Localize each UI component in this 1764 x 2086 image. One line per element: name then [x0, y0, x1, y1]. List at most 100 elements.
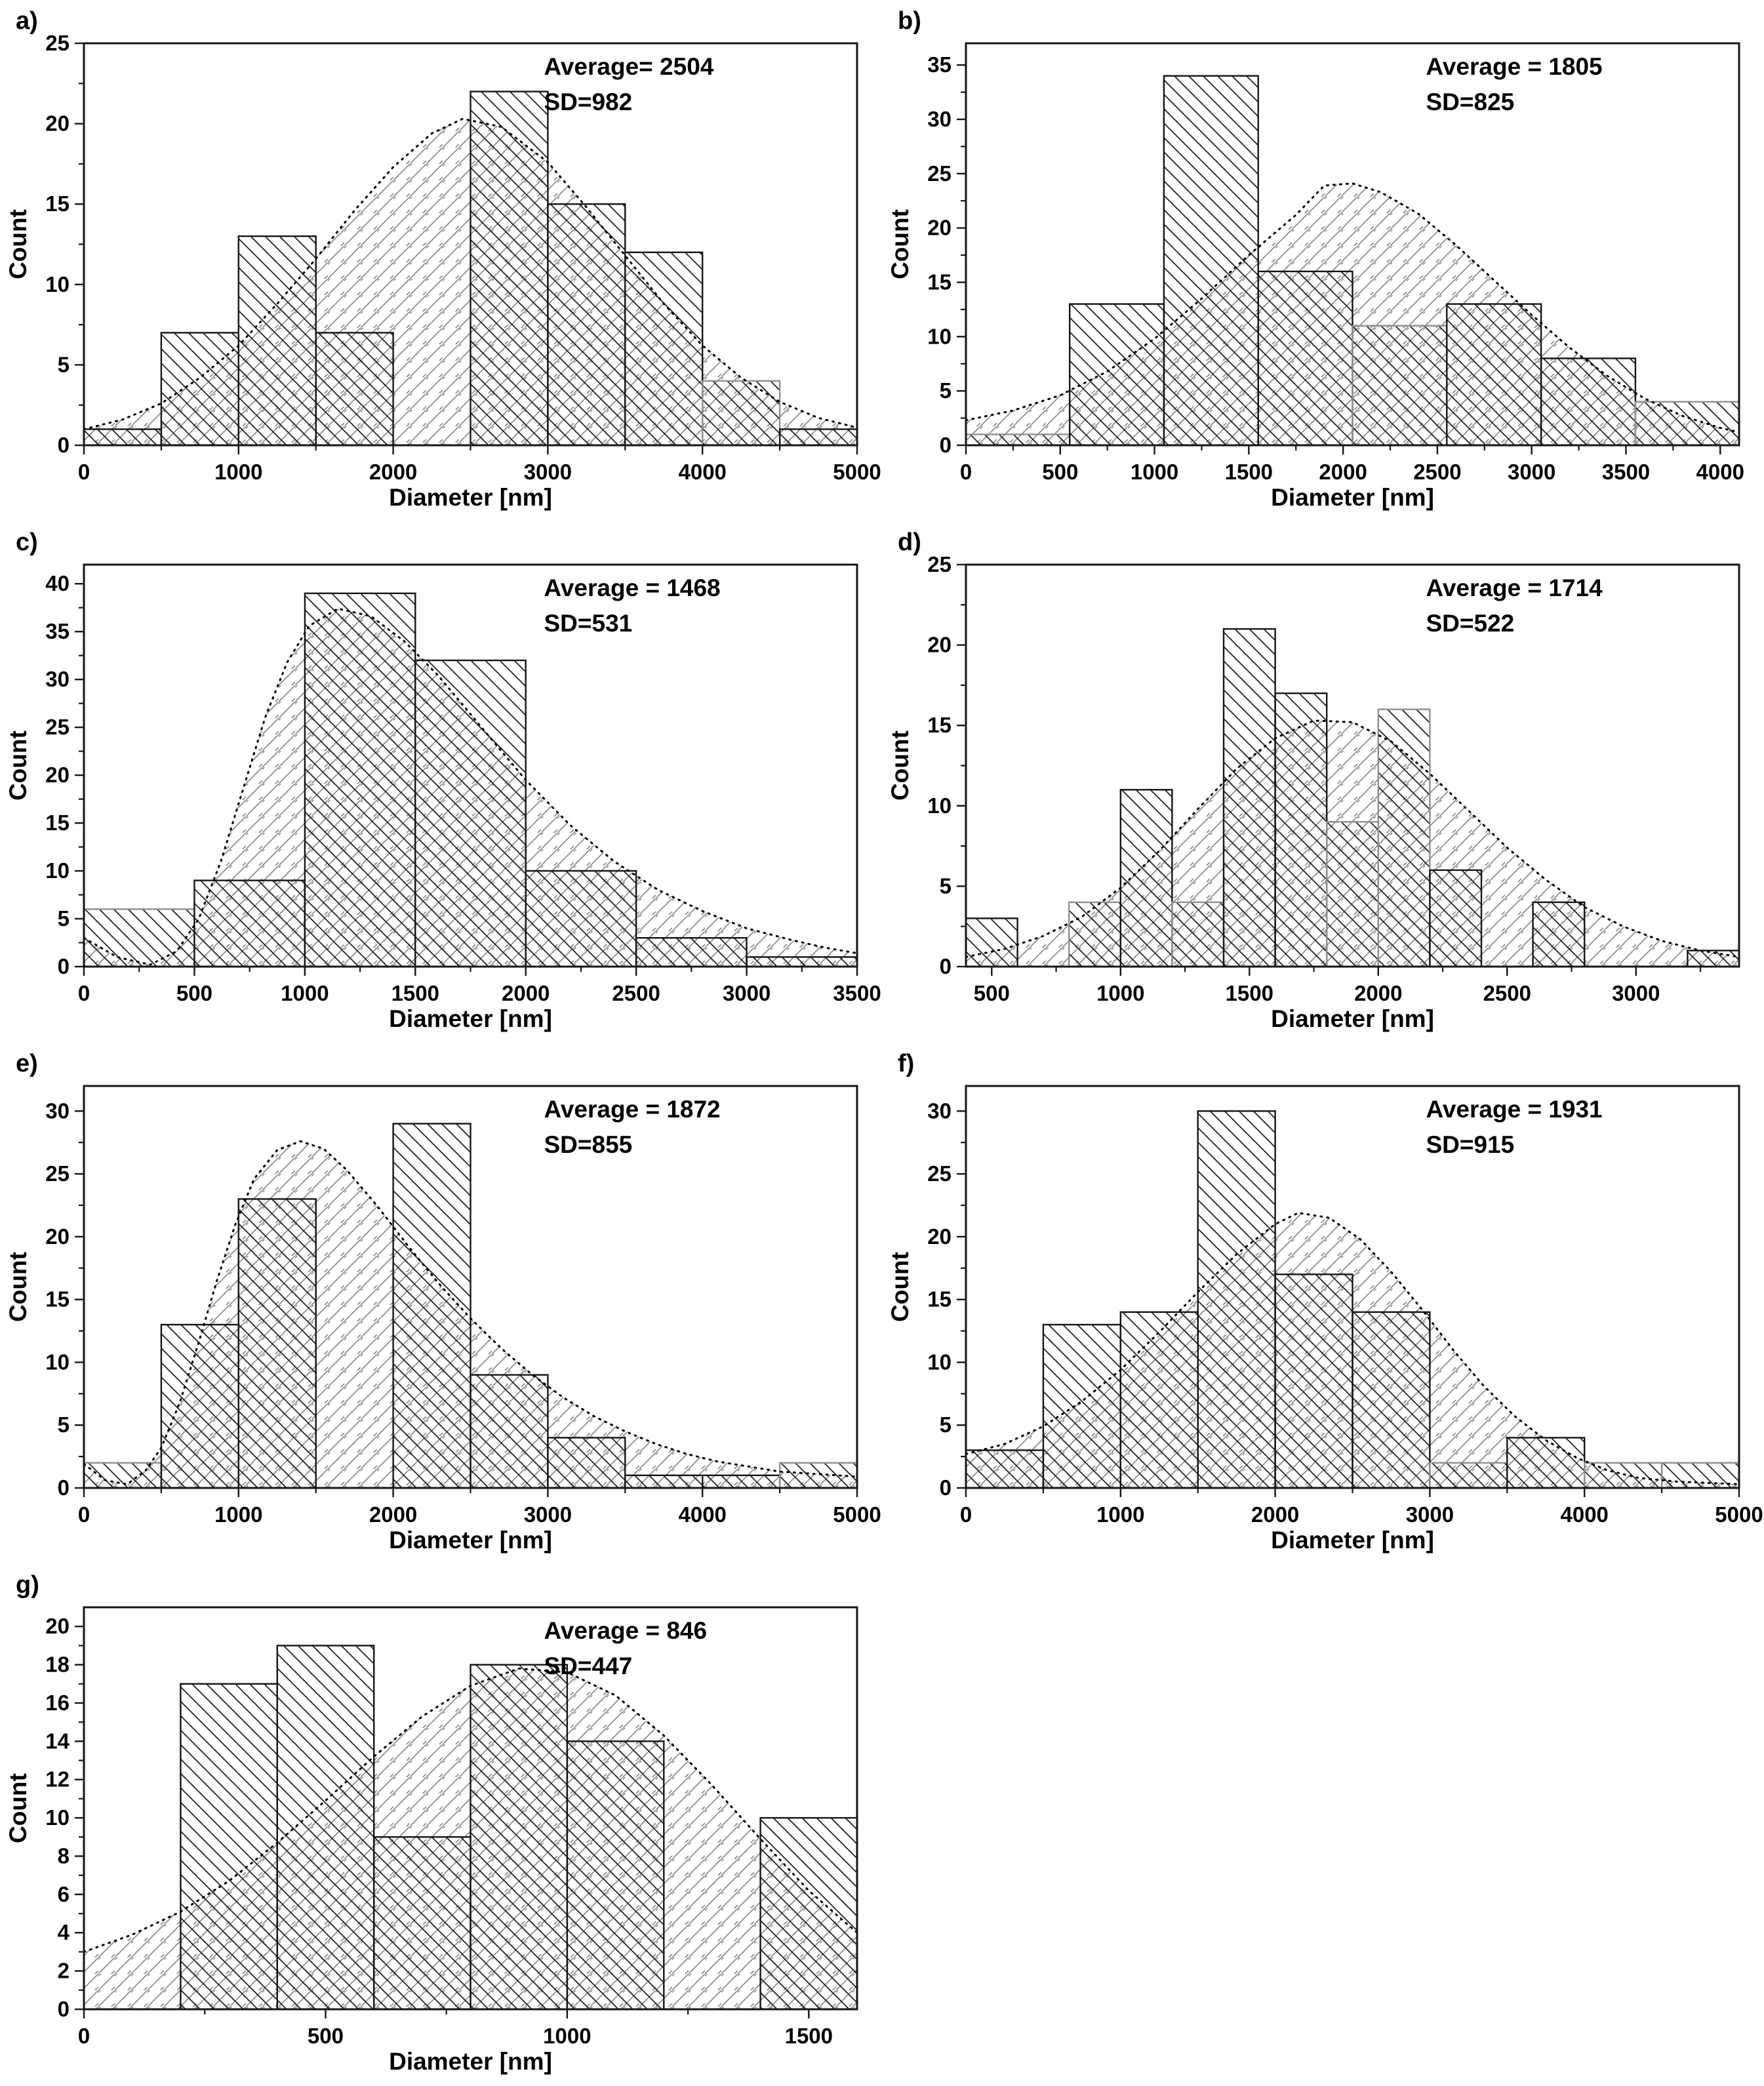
y-tick-label: 25 — [927, 1161, 952, 1186]
hist-bar-c — [414, 659, 527, 968]
panel-d-chart: 500 1000 1500 2000 2500 3000 0 5 10 15 20 25 Diamete… — [887, 529, 1740, 1032]
hist-bar-f — [1583, 1462, 1663, 1489]
panel-g-chart: 0 500 1000 1500 0 2 4 6 8 10 12 14 16 18 20 Diameter [n… — [5, 1571, 858, 2075]
hist-bar-f — [1274, 1274, 1353, 1489]
plot-frame-b — [965, 42, 1740, 447]
x-tick-label: 2000 — [369, 460, 417, 484]
fit-curve-f — [965, 1211, 1740, 1485]
y-tick-label: 10 — [45, 1805, 70, 1830]
hist-bar-b — [965, 433, 1071, 447]
hist-bar-g — [759, 1816, 858, 2011]
y-tick-label: 16 — [45, 1691, 70, 1715]
hist-bar-b — [1540, 357, 1637, 447]
hist-bar-f — [1506, 1437, 1586, 1489]
x-tick-label: 1000 — [1096, 1502, 1144, 1527]
y-tick-label: 0 — [58, 1997, 70, 2021]
y-tick-label: 5 — [58, 1413, 70, 1437]
x-tick-label: 0 — [78, 1502, 90, 1527]
y-tick-label: 0 — [940, 1475, 952, 1500]
stat-average-g: Average = 846 — [544, 1617, 708, 1644]
hist-bar-d — [1429, 869, 1483, 968]
y-tick-label: 15 — [45, 191, 70, 216]
panel-e-chart: 0 1000 2000 3000 4000 5000 0 5 10 15 20 25 30 Diamete… — [5, 1050, 881, 1554]
x-tick-label: 500 — [176, 981, 212, 1005]
y-tick-label: 6 — [58, 1882, 70, 1906]
hist-bar-f — [1429, 1462, 1508, 1489]
x-axis-title: Diameter [nm] — [389, 1527, 552, 1554]
x-tick-label: 0 — [78, 460, 90, 484]
y-tick-label: 4 — [58, 1920, 70, 1944]
x-tick-label: 0 — [960, 1502, 972, 1527]
fit-curve-a — [83, 117, 858, 430]
x-axis-title: Diameter [nm] — [1271, 1005, 1434, 1032]
y-tick-label: 5 — [58, 906, 70, 931]
x-tick-label: 2000 — [1251, 1502, 1299, 1527]
hist-bar-a — [83, 428, 163, 447]
y-tick-label: 10 — [927, 324, 952, 348]
hist-bar-d — [1377, 708, 1431, 968]
hist-bar-b — [1069, 303, 1165, 447]
hist-bar-c — [83, 908, 195, 968]
stat-average-d: Average = 1714 — [1426, 574, 1603, 601]
y-tick-label: 0 — [58, 954, 70, 978]
x-tick-label: 1500 — [1225, 460, 1273, 484]
hist-bar-e — [701, 1474, 781, 1489]
panel-letter-g: g) — [16, 1571, 39, 1599]
y-tick-label: 25 — [45, 31, 70, 55]
fit-curve-d — [965, 719, 1740, 958]
x-tick-label: 3000 — [1406, 1502, 1454, 1527]
x-tick-label: 1000 — [281, 981, 329, 1005]
x-tick-label: 500 — [1042, 460, 1078, 484]
hist-bar-f — [1352, 1311, 1431, 1489]
stat-sd-a: SD=982 — [544, 89, 633, 115]
x-tick-label: 3000 — [1612, 981, 1660, 1005]
x-tick-label: 2000 — [369, 1502, 417, 1527]
fit-curve-e — [83, 1140, 858, 1485]
panel-letter-d: d) — [898, 529, 921, 556]
hist-bar-e — [160, 1323, 239, 1489]
panel-d: 500 1000 1500 2000 2500 3000 0 5 10 15 20 25 Diamete… — [882, 521, 1764, 1043]
x-tick-label: 4000 — [678, 1502, 726, 1527]
panel-b: 0 500 1000 1500 2000 2500 3000 3500 4000 0 5 10 15 20… — [882, 0, 1764, 521]
y-tick-label: 0 — [940, 954, 952, 978]
hist-bar-a — [237, 235, 317, 447]
x-tick-label: 1000 — [214, 1502, 262, 1527]
y-tick-label: 15 — [927, 270, 952, 294]
panel-a-chart: 0 1000 2000 3000 4000 5000 0 5 10 15 20 25 Diameter … — [5, 7, 881, 511]
hist-bar-d — [1119, 789, 1173, 968]
fit-curve-b — [965, 182, 1740, 433]
hist-bar-d — [965, 917, 1018, 968]
y-axis-title: Count — [887, 209, 913, 279]
hist-bar-a — [701, 380, 781, 447]
y-tick-label: 40 — [45, 571, 70, 595]
x-tick-label: 0 — [78, 981, 90, 1005]
panel-g: 0 500 1000 1500 0 2 4 6 8 10 12 14 16 18 20 Diameter [n… — [0, 1564, 882, 2085]
x-axis-title: Diameter [nm] — [389, 1005, 552, 1032]
hist-bar-e — [237, 1198, 317, 1489]
hist-bar-d — [1687, 950, 1740, 968]
x-tick-label: 1500 — [785, 2024, 833, 2048]
x-tick-label: 3000 — [524, 460, 572, 484]
x-tick-label: 3000 — [1508, 460, 1555, 484]
hist-bar-c — [746, 956, 858, 968]
hist-bar-b — [1634, 401, 1740, 447]
y-tick-label: 20 — [927, 633, 952, 657]
y-tick-label: 30 — [45, 1098, 70, 1123]
x-tick-label: 1000 — [1131, 460, 1178, 484]
y-tick-label: 20 — [45, 1224, 70, 1249]
y-tick-label: 25 — [45, 715, 70, 739]
panel-letter-a: a) — [16, 7, 38, 35]
y-tick-label: 10 — [927, 1350, 952, 1374]
x-tick-label: 500 — [974, 981, 1010, 1005]
x-tick-label: 3500 — [833, 981, 881, 1005]
x-tick-label: 2500 — [1413, 460, 1461, 484]
panel-b-chart: 0 500 1000 1500 2000 2500 3000 3500 4000 0 5 10 15 20… — [887, 7, 1744, 511]
stat-sd-g: SD=447 — [544, 1653, 633, 1679]
hist-bar-d — [1326, 821, 1380, 968]
y-tick-label: 18 — [45, 1653, 70, 1677]
x-tick-label: 3000 — [723, 981, 771, 1005]
hist-bar-a — [470, 90, 549, 447]
hist-bar-d — [1222, 628, 1276, 968]
hist-bar-c — [635, 937, 748, 968]
